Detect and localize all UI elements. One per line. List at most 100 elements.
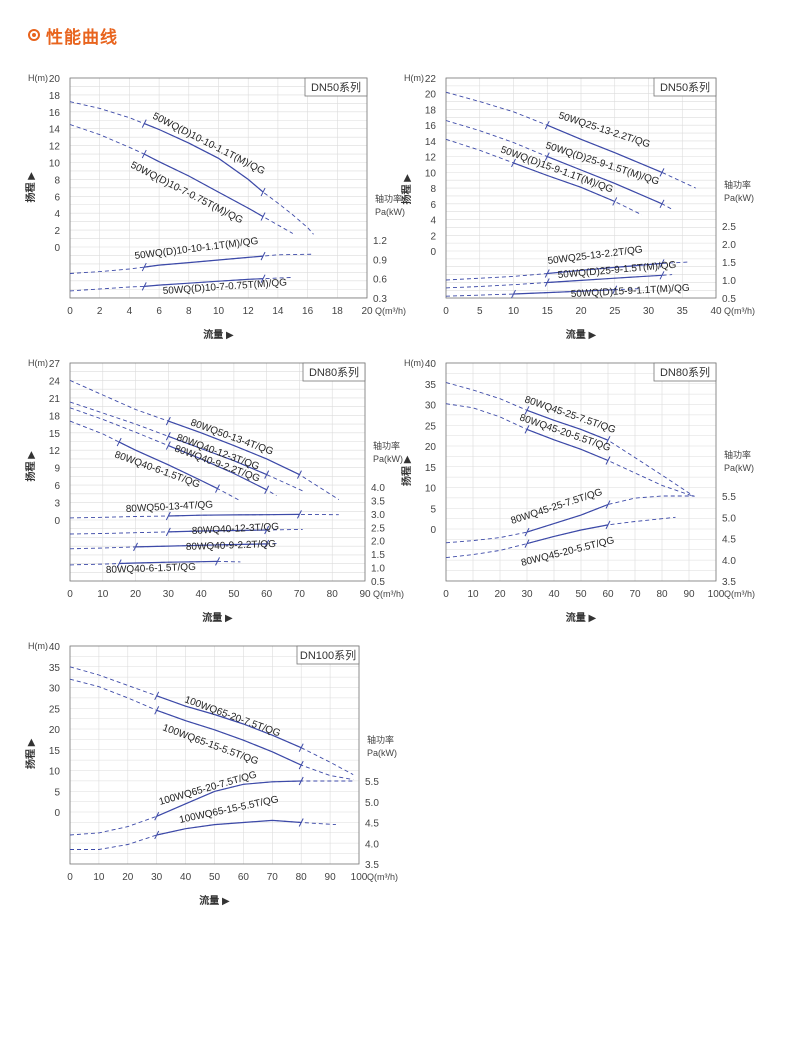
operating-point-mark — [612, 197, 618, 206]
curve-dashed — [70, 819, 336, 850]
head-curve — [526, 409, 609, 441]
series-title-box — [296, 645, 360, 665]
q-tick-label: 30 — [643, 306, 655, 317]
h-tick-label: 20 — [425, 90, 437, 101]
operating-point-mark — [524, 425, 530, 434]
p-tick-label: 0.9 — [373, 255, 387, 266]
power-curve-label: 80WQ50-13-4T/QG — [126, 499, 214, 515]
operating-point-mark — [260, 212, 266, 221]
q-tick-label: 40 — [548, 589, 560, 600]
q-tick-label: 5 — [477, 306, 483, 317]
flow-axis-label: 流量 ▶ — [566, 328, 597, 341]
h-tick-label: 4 — [430, 216, 436, 227]
chart-title: DN100系列 — [300, 648, 356, 662]
operating-point-mark — [524, 406, 530, 415]
h-tick-label: 20 — [49, 74, 61, 85]
head-curve-label: 50WQ(D)10-7-0.75T(M)/QG — [129, 160, 245, 226]
operating-point-mark — [154, 691, 160, 701]
head-curve — [144, 153, 264, 218]
h-tick-label: 21 — [49, 394, 61, 405]
p-tick-label: 1.0 — [371, 564, 385, 575]
head-curve — [144, 123, 264, 193]
q-tick-label: 15 — [542, 306, 554, 317]
series-title-box — [653, 77, 717, 97]
operating-point-mark — [605, 500, 611, 509]
q-tick-label: 0 — [443, 589, 449, 600]
q-axis-unit: Q(m³/h) — [373, 589, 404, 599]
power-unit: Pa(kW) — [375, 207, 405, 217]
h-tick-label: 30 — [49, 684, 61, 695]
power-label: 轴功率 — [373, 440, 400, 451]
p-tick-label: 2.0 — [371, 537, 385, 548]
operating-point-mark — [298, 776, 304, 786]
p-tick-label: 5.0 — [365, 798, 379, 809]
q-tick-label: 100 — [351, 872, 368, 883]
head-curve — [168, 435, 267, 476]
q-tick-label: 40 — [180, 872, 192, 883]
power-curve-label: 50WQ(D)15-9-1.1T(M)/QG — [571, 283, 691, 300]
q-tick-label: 25 — [609, 306, 621, 317]
head-axis-label: 扬程 ▶ — [24, 172, 37, 203]
series-title-box — [304, 77, 368, 97]
h-tick-label: 6 — [54, 192, 60, 203]
h-tick-label: 10 — [49, 159, 61, 170]
operating-point-mark — [544, 278, 550, 287]
power-unit: Pa(kW) — [724, 193, 754, 203]
operating-point-mark — [264, 539, 270, 549]
h-tick-label: 20 — [49, 725, 61, 736]
operating-point-mark — [165, 416, 171, 426]
power-curve — [547, 262, 663, 275]
power-curve — [526, 524, 609, 545]
section-header: 性能曲线 — [28, 22, 118, 48]
q-tick-label: 90 — [325, 872, 337, 883]
head-axis-label: 扬程 ▶ — [400, 455, 413, 486]
h-axis-unit: H(m) — [404, 358, 424, 368]
operating-point-mark — [116, 559, 122, 568]
operating-point-mark — [659, 199, 665, 209]
q-tick-label: 60 — [238, 872, 250, 883]
operating-point-mark — [524, 527, 530, 537]
p-tick-label: 1.5 — [371, 550, 385, 561]
curve-dashed — [69, 124, 294, 234]
head-axis-label: 扬程 ▶ — [24, 738, 37, 769]
operating-point-mark — [260, 274, 266, 283]
chart-title: DN50系列 — [311, 80, 361, 94]
power-label: 轴功率 — [375, 193, 402, 204]
operating-point-mark — [133, 542, 139, 552]
q-tick-label: 90 — [359, 589, 371, 600]
head-curve-label: 50WQ25-13-2.2T/QG — [557, 110, 652, 150]
h-tick-label: 20 — [425, 442, 437, 453]
p-tick-label: 5.5 — [365, 777, 379, 788]
head-curve — [168, 420, 300, 476]
operating-point-mark — [154, 830, 160, 840]
p-tick-label: 3.5 — [365, 860, 379, 871]
h-axis-unit: H(m) — [28, 73, 48, 83]
head-curve — [513, 162, 616, 203]
operating-point-mark — [264, 470, 270, 479]
p-tick-label: 4.0 — [365, 839, 379, 850]
h-tick-label: 10 — [425, 484, 437, 495]
h-axis-unit: H(m) — [28, 641, 48, 651]
h-tick-label: 8 — [430, 184, 436, 195]
h-axis-unit: H(m) — [28, 358, 48, 368]
q-axis-unit: Q(m³/h) — [724, 589, 755, 599]
q-tick-label: 20 — [122, 872, 134, 883]
power-curve — [119, 560, 218, 565]
operating-point-mark — [659, 259, 665, 268]
q-tick-label: 10 — [508, 306, 520, 317]
q-tick-label: 20 — [361, 306, 373, 317]
q-tick-label: 50 — [575, 589, 587, 600]
head-curve-label: 50WQ(D)10-10-1.1T(M)/QG — [151, 111, 267, 177]
operating-point-mark — [298, 818, 304, 827]
h-tick-label: 25 — [49, 704, 61, 715]
p-tick-label: 4.5 — [365, 819, 379, 830]
h-tick-label: 2 — [54, 226, 60, 237]
head-curve — [547, 124, 663, 173]
curve-dashed — [69, 276, 293, 292]
q-tick-label: 70 — [267, 872, 279, 883]
h-tick-label: 5 — [54, 787, 60, 798]
power-curve — [135, 543, 267, 548]
power-curve — [156, 780, 302, 817]
h-tick-label: 9 — [54, 464, 60, 475]
